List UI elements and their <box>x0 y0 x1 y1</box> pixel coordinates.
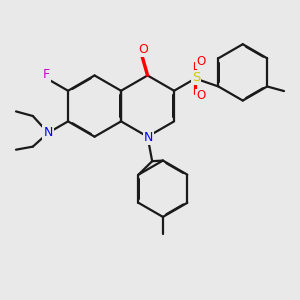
Text: N: N <box>44 126 53 140</box>
Text: S: S <box>192 71 200 84</box>
Text: O: O <box>138 43 148 56</box>
Text: O: O <box>196 89 206 103</box>
Text: N: N <box>143 131 153 144</box>
Text: O: O <box>196 55 206 68</box>
Text: F: F <box>43 68 50 81</box>
